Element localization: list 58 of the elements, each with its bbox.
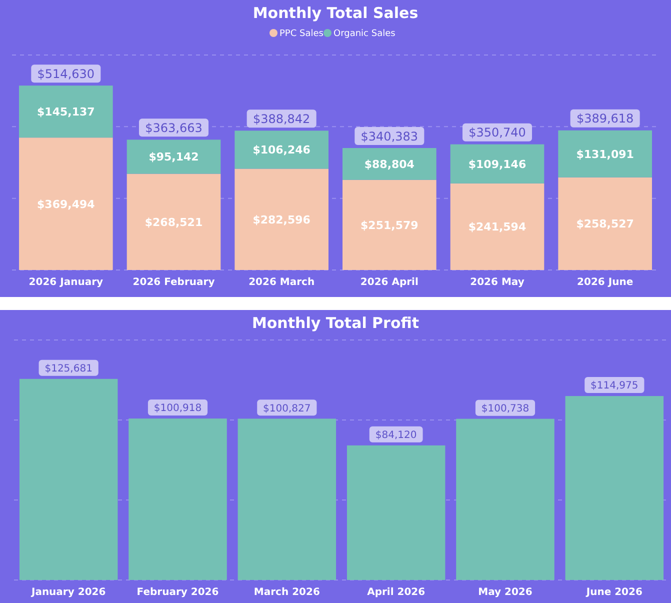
x-tick-label: 2026 June — [577, 277, 634, 288]
bar — [450, 144, 544, 184]
total-label: $363,663 — [145, 121, 202, 136]
data-label: $268,521 — [144, 216, 203, 229]
data-label: $145,137 — [37, 106, 95, 119]
bar — [342, 148, 436, 180]
data-label: $100,827 — [263, 403, 311, 414]
x-tick-label: January 2026 — [30, 587, 106, 598]
chart-title: Monthly Total Sales — [252, 4, 418, 22]
bar — [346, 445, 446, 580]
x-tick-label: May 2026 — [478, 587, 532, 598]
bar — [19, 138, 113, 270]
data-label: $100,738 — [481, 403, 530, 414]
bar — [126, 174, 221, 270]
bar — [456, 418, 554, 580]
x-tick-label: 2026 April — [360, 277, 418, 288]
total-label: $388,842 — [252, 112, 310, 126]
bar — [342, 180, 436, 270]
data-label: $369,494 — [37, 198, 96, 211]
bar — [450, 183, 544, 270]
data-label: $282,596 — [252, 213, 311, 226]
bar — [565, 396, 664, 580]
bar — [126, 140, 221, 174]
bar — [234, 130, 328, 169]
x-tick-label: 2026 February — [132, 277, 216, 288]
bar — [238, 418, 336, 580]
x-tick-label: 2026 May — [470, 277, 525, 288]
x-tick-label: June 2026 — [585, 587, 642, 598]
data-label: $100,918 — [154, 403, 202, 414]
legend-label: PPC Sales — [280, 29, 324, 39]
data-label: $131,091 — [576, 148, 634, 161]
bar — [19, 378, 118, 580]
data-label: $251,579 — [360, 218, 418, 232]
legend-label: Organic Sales — [334, 29, 396, 39]
total-label: $514,630 — [37, 66, 95, 81]
bar — [234, 168, 328, 270]
x-tick-label: 2026 March — [248, 277, 315, 288]
data-label: $106,246 — [252, 144, 311, 157]
total-label: $350,740 — [468, 126, 526, 140]
data-label: $95,142 — [148, 150, 199, 164]
data-label: $88,804 — [364, 158, 415, 171]
data-label: $258,527 — [576, 218, 634, 231]
data-label: $109,146 — [468, 158, 526, 171]
bar — [558, 130, 652, 178]
total-label: $340,383 — [360, 129, 418, 144]
data-label: $84,120 — [375, 430, 417, 442]
x-tick-label: March 2026 — [254, 587, 320, 598]
total-label: $389,618 — [576, 112, 634, 126]
data-label: $125,681 — [44, 364, 92, 375]
chart-title: Monthly Total Profit — [252, 314, 420, 332]
x-tick-label: April 2026 — [367, 587, 426, 598]
bar — [558, 177, 652, 270]
bar — [19, 86, 113, 138]
bar — [128, 418, 227, 580]
x-tick-label: 2026 January — [28, 277, 104, 288]
x-tick-label: February 2026 — [136, 587, 219, 598]
data-label: $114,975 — [590, 380, 638, 392]
data-label: $241,594 — [468, 220, 526, 234]
